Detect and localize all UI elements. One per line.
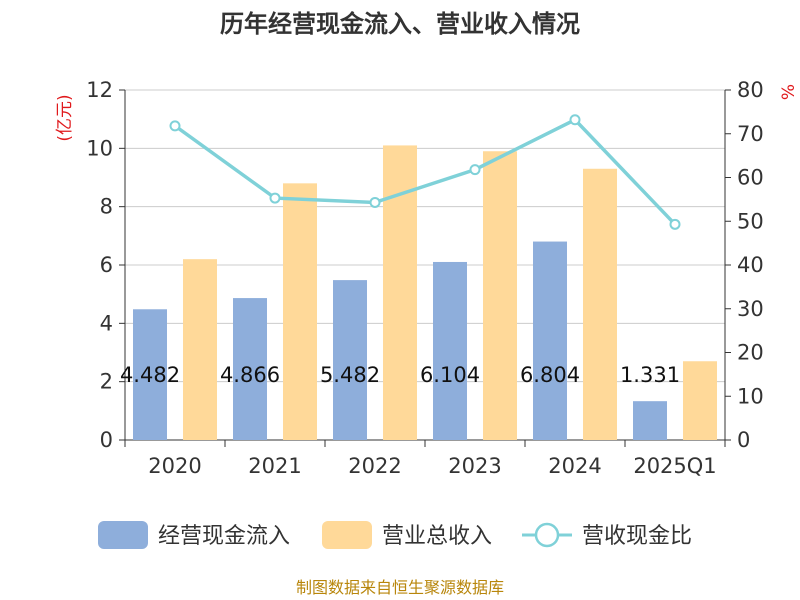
revenue-bar [283,183,317,441]
revenue-bar [683,361,717,440]
legend-swatch-cash-inflow [98,521,148,549]
legend-label-cash-inflow: 经营现金流入 [158,524,290,549]
revenue-bar [183,259,217,440]
right-axis-tick-label: 10 [737,384,764,408]
chart-title: 历年经营现金流入、营业收入情况 [220,10,580,38]
data-labels: 4.482 4.866 5.482 6.104 6.804 1.331 [120,363,680,387]
cash-inflow-data-label: 1.331 [620,363,680,387]
cash-inflow-bar [333,280,367,440]
left-axis-tick-label: 0 [100,428,113,452]
cash-inflow-bar [533,241,567,440]
ratio-line-point [269,192,281,204]
ratio-line-path [173,117,677,226]
right-axis-tick-label: 60 [737,166,764,190]
cash-inflow-bar [133,309,167,440]
x-axis-tick-label: 2022 [348,454,401,478]
x-axis-tick-label: 2021 [248,454,301,478]
cash-inflow-bar [633,401,667,440]
legend-swatch-revenue [322,521,372,549]
left-axis-tick-label: 8 [100,195,113,219]
right-axis-tick-label: 20 [737,341,764,365]
x-axis-tick-label: 2025Q1 [633,454,716,478]
cash-inflow-bar [233,298,267,440]
cash-inflow-data-label: 6.804 [520,363,580,387]
revenue-bar [483,151,517,440]
right-axis-tick-label: 40 [737,253,764,277]
revenue-bar [583,168,617,440]
right-axis-tick-label: 50 [737,209,764,233]
ratio-line-point [169,120,181,132]
left-axis-tick-label: 4 [100,311,113,335]
x-axis-tick-label: 2024 [548,454,601,478]
right-axis-tick-label: 0 [737,428,750,452]
left-axis-tick-label: 10 [86,136,113,160]
right-axis-unit: % [779,84,799,100]
bars [133,145,717,441]
x-axis-tick-label: 2023 [448,454,501,478]
left-axis-tick-label: 6 [100,253,113,277]
grid-lines [125,89,725,383]
right-axis-tick-label: 30 [737,297,764,321]
ratio-line-point [469,164,481,176]
cash-inflow-data-label: 5.482 [320,363,380,387]
left-axis-tick-label: 12 [86,78,113,102]
ratio-line-point [369,196,381,208]
ratio-line-point [569,114,581,126]
cash-inflow-data-label: 6.104 [420,363,480,387]
source-note: 制图数据来自恒生聚源数据库 [296,578,504,597]
left-axis-unit: (亿元) [55,94,75,141]
right-axis-tick-label: 70 [737,122,764,146]
legend-swatch-ratio-point [534,522,560,548]
axes: 0 2 4 6 8 10 12 0 10 20 30 40 50 60 70 80 2020 2021 2022 20… [86,78,763,478]
cash-inflow-data-label: 4.866 [220,363,280,387]
left-axis-tick-label: 2 [100,370,113,394]
right-axis-tick-label: 80 [737,78,764,102]
ratio-line-point [669,218,681,230]
ratio-line [169,114,681,230]
legend-label-ratio: 营收现金比 [582,524,692,549]
cash-inflow-bar [433,261,467,440]
x-axis-tick-label: 2020 [148,454,201,478]
cash-inflow-data-label: 4.482 [120,363,180,387]
legend-label-revenue: 营业总收入 [382,524,492,549]
legend: 经营现金流入 营业总收入 营收现金比 [98,521,692,549]
